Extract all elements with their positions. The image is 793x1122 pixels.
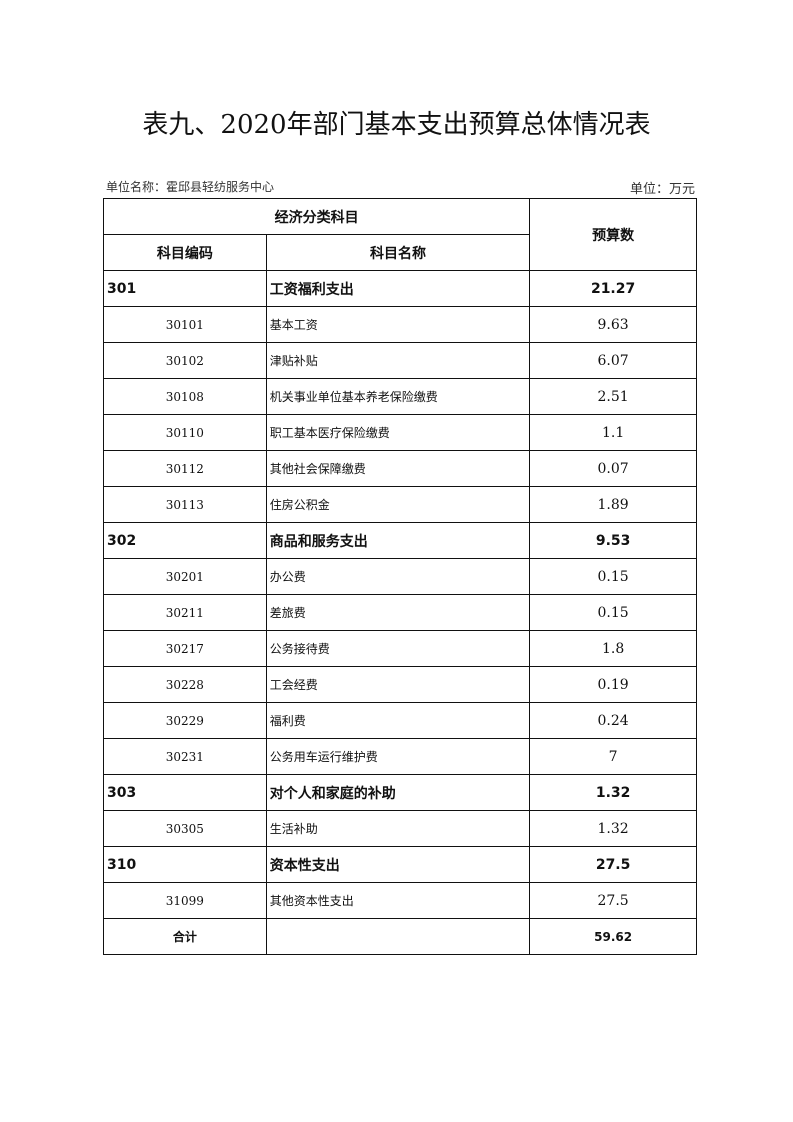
budget-amount: 0.24 xyxy=(529,702,697,739)
subject-code: 30110 xyxy=(103,414,267,451)
budget-amount: 0.15 xyxy=(529,594,697,631)
header-row: 科目编码 科目名称 xyxy=(103,234,697,271)
budget-amount: 1.8 xyxy=(529,630,697,667)
subject-name: 对个人和家庭的补助 xyxy=(265,774,531,811)
budget-amount: 27.5 xyxy=(529,882,697,919)
subject-name: 资本性支出 xyxy=(265,846,531,883)
budget-table: 经济分类科目 预算数 科目编码 科目名称 301 工资福利支出 21.27 30101… xyxy=(102,198,697,955)
table-row: 30113 住房公积金 1.89 xyxy=(103,486,697,523)
subject-code: 30102 xyxy=(103,342,267,379)
subject-code: 310 xyxy=(103,846,267,883)
budget-amount: 0.15 xyxy=(529,558,697,595)
subject-code: 302 xyxy=(103,522,267,559)
header-amount: 预算数 xyxy=(529,198,697,271)
subject-code: 30305 xyxy=(103,810,267,847)
subject-name: 办公费 xyxy=(265,558,531,595)
total-name xyxy=(265,918,531,955)
budget-amount: 7 xyxy=(529,738,697,775)
subject-name: 工会经费 xyxy=(265,666,531,703)
subject-code: 30112 xyxy=(103,450,267,487)
currency-unit: 单位：万元 xyxy=(629,182,695,197)
subject-name: 福利费 xyxy=(265,702,531,739)
subject-code: 31099 xyxy=(103,882,267,919)
total-amount: 59.62 xyxy=(529,918,697,955)
subject-name: 差旅费 xyxy=(265,594,531,631)
subject-name: 公务用车运行维护费 xyxy=(265,738,531,775)
category-row: 310 资本性支出 27.5 xyxy=(103,846,697,883)
budget-amount: 0.07 xyxy=(529,450,697,487)
subject-code: 30217 xyxy=(103,630,267,667)
table-row: 30229 福利费 0.24 xyxy=(103,702,697,739)
budget-amount: 6.07 xyxy=(529,342,697,379)
table-row: 30101 基本工资 9.63 xyxy=(103,306,697,343)
subject-code: 30228 xyxy=(103,666,267,703)
subject-code: 30231 xyxy=(103,738,267,775)
subject-code: 30108 xyxy=(103,378,267,415)
subject-code: 30201 xyxy=(103,558,267,595)
budget-amount: 9.63 xyxy=(529,306,697,343)
subject-code: 301 xyxy=(103,270,267,307)
unit-name: 单位名称：霍邱县轻纺服务中心 xyxy=(106,180,275,194)
subject-name: 津贴补贴 xyxy=(265,342,531,379)
category-row: 301 工资福利支出 21.27 xyxy=(103,270,697,307)
category-row: 303 对个人和家庭的补助 1.32 xyxy=(103,774,697,811)
table-row: 30108 机关事业单位基本养老保险缴费 2.51 xyxy=(103,378,697,415)
header-row: 经济分类科目 预算数 xyxy=(102,198,697,271)
table-row: 30201 办公费 0.15 xyxy=(103,558,697,595)
category-row: 302 商品和服务支出 9.53 xyxy=(103,522,697,559)
table-row: 30305 生活补助 1.32 xyxy=(103,810,697,847)
table-row: 30112 其他社会保障缴费 0.07 xyxy=(103,450,697,487)
subject-code: 303 xyxy=(103,774,267,811)
header-group: 经济分类科目 xyxy=(102,198,531,235)
budget-amount: 27.5 xyxy=(529,846,697,883)
subject-name: 住房公积金 xyxy=(265,486,531,523)
budget-amount: 0.19 xyxy=(529,666,697,703)
subject-code: 30211 xyxy=(103,594,267,631)
budget-amount: 2.51 xyxy=(529,378,697,415)
subject-name: 其他社会保障缴费 xyxy=(265,450,531,487)
table-row: 30217 公务接待费 1.8 xyxy=(103,630,697,667)
subject-name: 生活补助 xyxy=(265,810,531,847)
subject-code: 30229 xyxy=(103,702,267,739)
table-row: 31099 其他资本性支出 27.5 xyxy=(103,882,697,919)
subject-code: 30101 xyxy=(103,306,267,343)
subject-name: 基本工资 xyxy=(265,306,531,343)
header-name: 科目名称 xyxy=(265,234,531,271)
table-row: 30228 工会经费 0.19 xyxy=(103,666,697,703)
budget-amount: 21.27 xyxy=(529,270,697,307)
table-row: 30102 津贴补贴 6.07 xyxy=(103,342,697,379)
subject-name: 工资福利支出 xyxy=(265,270,531,307)
budget-amount: 1.32 xyxy=(529,810,697,847)
total-label: 合计 xyxy=(103,918,267,955)
table-row: 30110 职工基本医疗保险缴费 1.1 xyxy=(103,414,697,451)
page-title: 表九、2020年部门基本支出预算总体情况表 xyxy=(142,110,651,140)
header-code: 科目编码 xyxy=(103,234,267,271)
subject-name: 机关事业单位基本养老保险缴费 xyxy=(265,378,531,415)
table-row: 30231 公务用车运行维护费 7 xyxy=(103,738,697,775)
subject-name: 商品和服务支出 xyxy=(265,522,531,559)
budget-amount: 1.89 xyxy=(529,486,697,523)
budget-amount: 1.1 xyxy=(529,414,697,451)
subject-code: 30113 xyxy=(103,486,267,523)
subject-name: 其他资本性支出 xyxy=(265,882,531,919)
subject-name: 职工基本医疗保险缴费 xyxy=(265,414,531,451)
budget-amount: 1.32 xyxy=(529,774,697,811)
table-row: 30211 差旅费 0.15 xyxy=(103,594,697,631)
budget-amount: 9.53 xyxy=(529,522,697,559)
total-row: 合计 59.62 xyxy=(103,918,697,955)
subject-name: 公务接待费 xyxy=(265,630,531,667)
